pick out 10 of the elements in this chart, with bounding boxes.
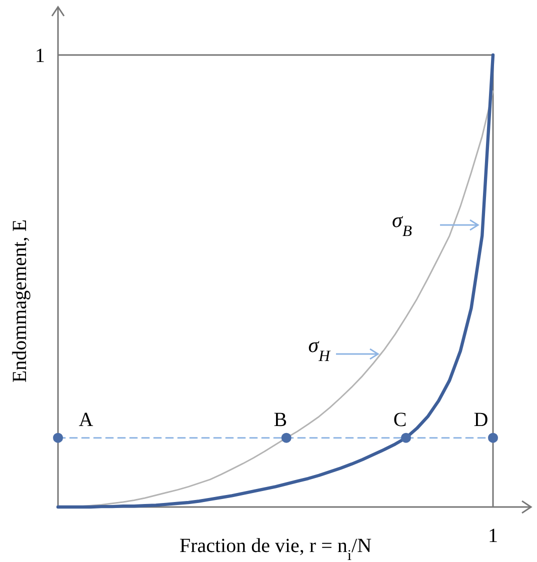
annotation: σ$_{H}$ [308, 333, 332, 364]
annotation: σ$_{B}$ [392, 208, 412, 240]
annotation: B [274, 408, 288, 431]
x-axis-title: Fraction de vie, r = n$_{i}$/N [179, 535, 372, 562]
annotation: A [78, 408, 94, 431]
annotation: D [474, 408, 488, 431]
y-axis-title: Endommagement, E [9, 219, 31, 383]
annotation: C [393, 408, 407, 431]
text: 1 [488, 525, 498, 547]
text: 1 [35, 45, 45, 67]
